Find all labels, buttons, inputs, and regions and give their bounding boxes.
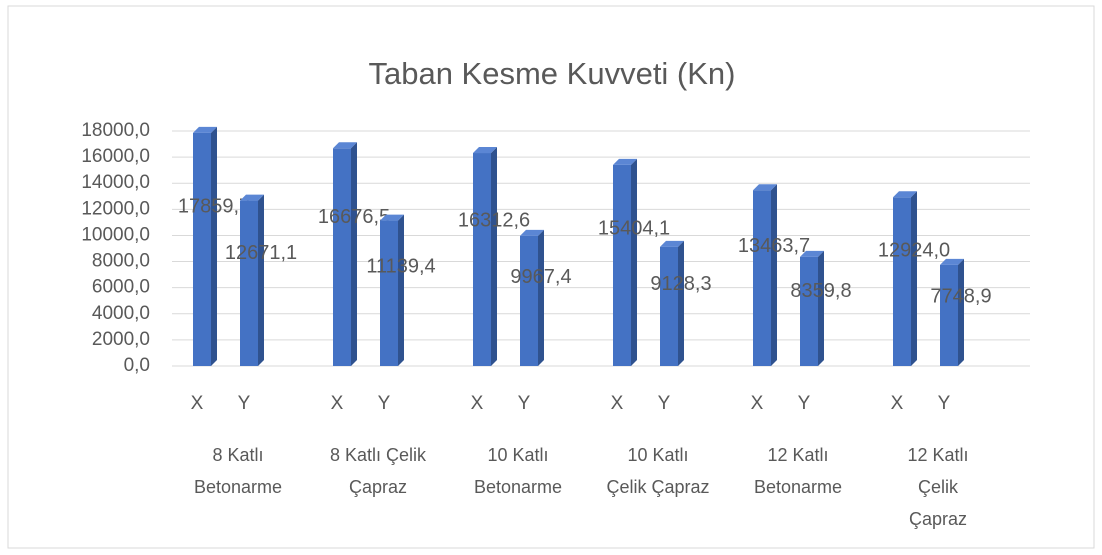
chart-title: Taban Kesme Kuvveti (Kn) xyxy=(368,56,735,91)
bar-top xyxy=(753,184,777,191)
y-tick-label: 2000,0 xyxy=(92,329,150,350)
group-label: 12 Katlı xyxy=(767,445,828,465)
y-tick-label: 18000,0 xyxy=(81,120,150,141)
bar-side xyxy=(258,194,264,366)
y-tick-label: 16000,0 xyxy=(81,146,150,167)
bar-top xyxy=(613,158,637,165)
bar xyxy=(893,197,911,366)
bar-side xyxy=(771,184,777,366)
data-label: 15404,1 xyxy=(598,218,670,240)
x-tick-label: Y xyxy=(938,393,951,414)
bar-side xyxy=(491,147,497,366)
x-tick-label: X xyxy=(891,393,904,414)
bar-top xyxy=(333,142,357,149)
group-label: Çapraz xyxy=(349,477,407,497)
y-tick-label: 0,0 xyxy=(124,355,150,376)
bar xyxy=(613,164,631,366)
bar xyxy=(753,190,771,366)
data-label: 13463,7 xyxy=(738,235,810,257)
group-label: 10 Katlı xyxy=(487,445,548,465)
data-label: 9128,3 xyxy=(650,273,711,295)
y-tick-label: 6000,0 xyxy=(92,277,150,298)
bar xyxy=(660,246,678,366)
group-label: Çapraz xyxy=(909,509,967,529)
data-label: 16676,5 xyxy=(318,206,390,228)
bar-side xyxy=(958,258,964,366)
group-label: Betonarme xyxy=(754,477,842,497)
bar xyxy=(473,153,491,366)
bar xyxy=(940,264,958,366)
x-tick-label: Y xyxy=(658,393,671,414)
y-tick-label: 4000,0 xyxy=(92,303,150,324)
x-tick-label: Y xyxy=(378,393,391,414)
group-label: 10 Katlı xyxy=(627,445,688,465)
group-label: Çelik Çapraz xyxy=(606,477,709,497)
bar-top xyxy=(660,240,684,247)
data-label: 17859,7 xyxy=(178,196,250,218)
data-label: 9967,4 xyxy=(510,266,571,288)
group-label: Çelik xyxy=(918,477,959,497)
x-tick-label: X xyxy=(611,393,624,414)
bar-side xyxy=(631,158,637,366)
bar-side xyxy=(538,229,544,366)
data-label: 16312,6 xyxy=(458,209,530,231)
bar-side xyxy=(911,191,917,366)
bar xyxy=(240,200,258,366)
group-label: 8 Katlı xyxy=(212,445,263,465)
y-tick-label: 12000,0 xyxy=(81,198,150,219)
bar xyxy=(800,256,818,366)
data-label: 12924,0 xyxy=(878,240,950,262)
data-label: 7748,9 xyxy=(930,285,991,307)
x-tick-label: X xyxy=(471,393,484,414)
bar-top xyxy=(520,229,544,236)
x-tick-label: X xyxy=(331,393,344,414)
bar-top xyxy=(380,214,404,221)
group-label: Betonarme xyxy=(194,477,282,497)
bar-top xyxy=(193,126,217,133)
bar-side xyxy=(211,126,217,366)
x-tick-label: Y xyxy=(798,393,811,414)
group-label: 12 Katlı xyxy=(907,445,968,465)
x-tick-label: X xyxy=(191,393,204,414)
bar-side xyxy=(398,214,404,366)
group-label: 8 Katlı Çelik xyxy=(330,445,427,465)
bar xyxy=(380,220,398,366)
data-label: 11139,4 xyxy=(366,255,435,277)
bar-top xyxy=(940,258,964,265)
bar-side xyxy=(818,250,824,366)
x-tick-label: Y xyxy=(238,393,251,414)
bar-top xyxy=(893,191,917,198)
bar-side xyxy=(351,142,357,366)
group-label: Betonarme xyxy=(474,477,562,497)
y-tick-label: 10000,0 xyxy=(81,224,150,245)
bar-top xyxy=(240,194,264,201)
y-tick-label: 14000,0 xyxy=(81,172,150,193)
x-tick-label: X xyxy=(751,393,764,414)
bar-top xyxy=(473,147,497,154)
bar xyxy=(333,148,351,366)
data-label: 8359,8 xyxy=(790,280,851,302)
bar xyxy=(193,132,211,366)
bar-side xyxy=(678,240,684,366)
x-tick-label: Y xyxy=(518,393,531,414)
bar-top xyxy=(800,250,824,257)
y-tick-label: 8000,0 xyxy=(92,251,150,272)
bar xyxy=(520,235,538,366)
data-label: 12671,1 xyxy=(225,242,297,264)
